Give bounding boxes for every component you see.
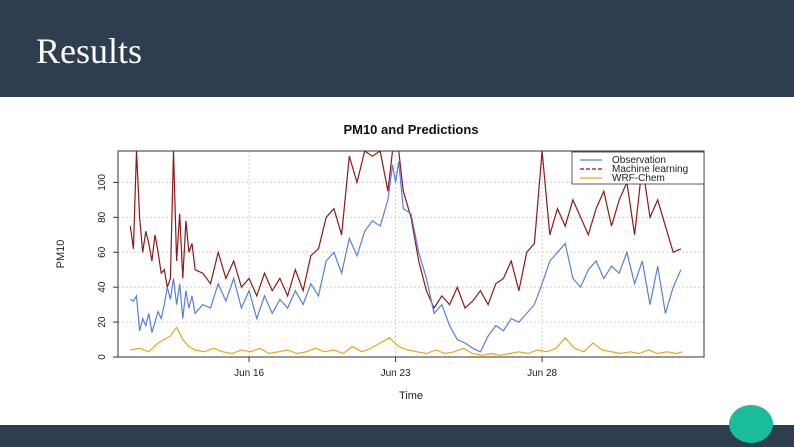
x-tick-label: Jun 28 <box>527 368 557 379</box>
series-line-observation <box>130 161 682 353</box>
y-tick-label: 80 <box>97 211 108 223</box>
y-tick-label: 40 <box>97 281 108 293</box>
y-tick-label: 0 <box>97 354 108 360</box>
legend-box <box>571 151 705 185</box>
y-tick-label: 100 <box>97 174 108 191</box>
y-tick-label: 60 <box>97 246 108 258</box>
x-tick-label: Jun 23 <box>381 368 411 379</box>
slide-footer <box>0 425 794 447</box>
legend-label-wrf-chem: WRF-Chem <box>612 173 665 184</box>
y-axis-label: PM10 <box>55 240 67 269</box>
slide-header: Results <box>0 0 794 97</box>
series-line-wrf-chem <box>130 326 683 356</box>
legend-label-observation: Observation <box>612 155 666 166</box>
accent-dot <box>729 405 773 443</box>
legend-label-machine-learning: Machine learning <box>612 164 688 175</box>
x-axis-label: Time <box>399 390 423 402</box>
series-line-machine-learning <box>129 151 682 310</box>
pm10-chart: 0 20 40 60 80 100 Jun 16 Jun 23 Jun 28 PM10 and P… <box>55 122 705 402</box>
slide-title: Results <box>36 31 143 71</box>
chart-title: PM10 and Predictions <box>343 122 478 137</box>
plot-frame <box>117 150 705 358</box>
x-tick-label: Jun 16 <box>234 368 264 379</box>
y-tick-label: 20 <box>97 316 108 328</box>
